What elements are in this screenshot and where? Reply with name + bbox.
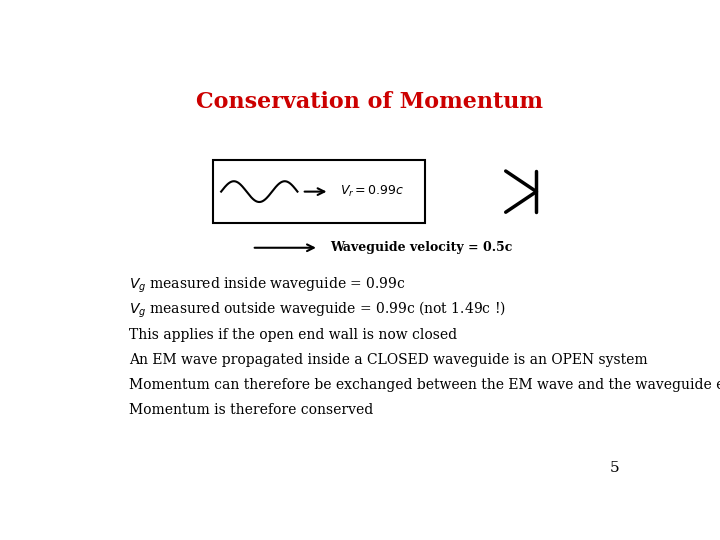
Text: $V_g$ measured outside waveguide = 0.99c (not 1.49c !): $V_g$ measured outside waveguide = 0.99c… (129, 300, 506, 320)
Text: Momentum can therefore be exchanged between the EM wave and the waveguide end wa: Momentum can therefore be exchanged betw… (129, 378, 720, 392)
Text: Momentum is therefore conserved: Momentum is therefore conserved (129, 403, 373, 417)
Text: $V_r = 0.99c$: $V_r = 0.99c$ (340, 184, 404, 199)
Bar (213, 160, 425, 223)
Text: 5: 5 (610, 461, 619, 475)
Text: Conservation of Momentum: Conservation of Momentum (196, 91, 542, 113)
Text: $V_g$ measured inside waveguide = 0.99c: $V_g$ measured inside waveguide = 0.99c (129, 275, 406, 295)
Text: Waveguide velocity = 0.5c: Waveguide velocity = 0.5c (330, 241, 513, 254)
Text: This applies if the open end wall is now closed: This applies if the open end wall is now… (129, 328, 457, 342)
Text: An EM wave propagated inside a CLOSED waveguide is an OPEN system: An EM wave propagated inside a CLOSED wa… (129, 353, 648, 367)
